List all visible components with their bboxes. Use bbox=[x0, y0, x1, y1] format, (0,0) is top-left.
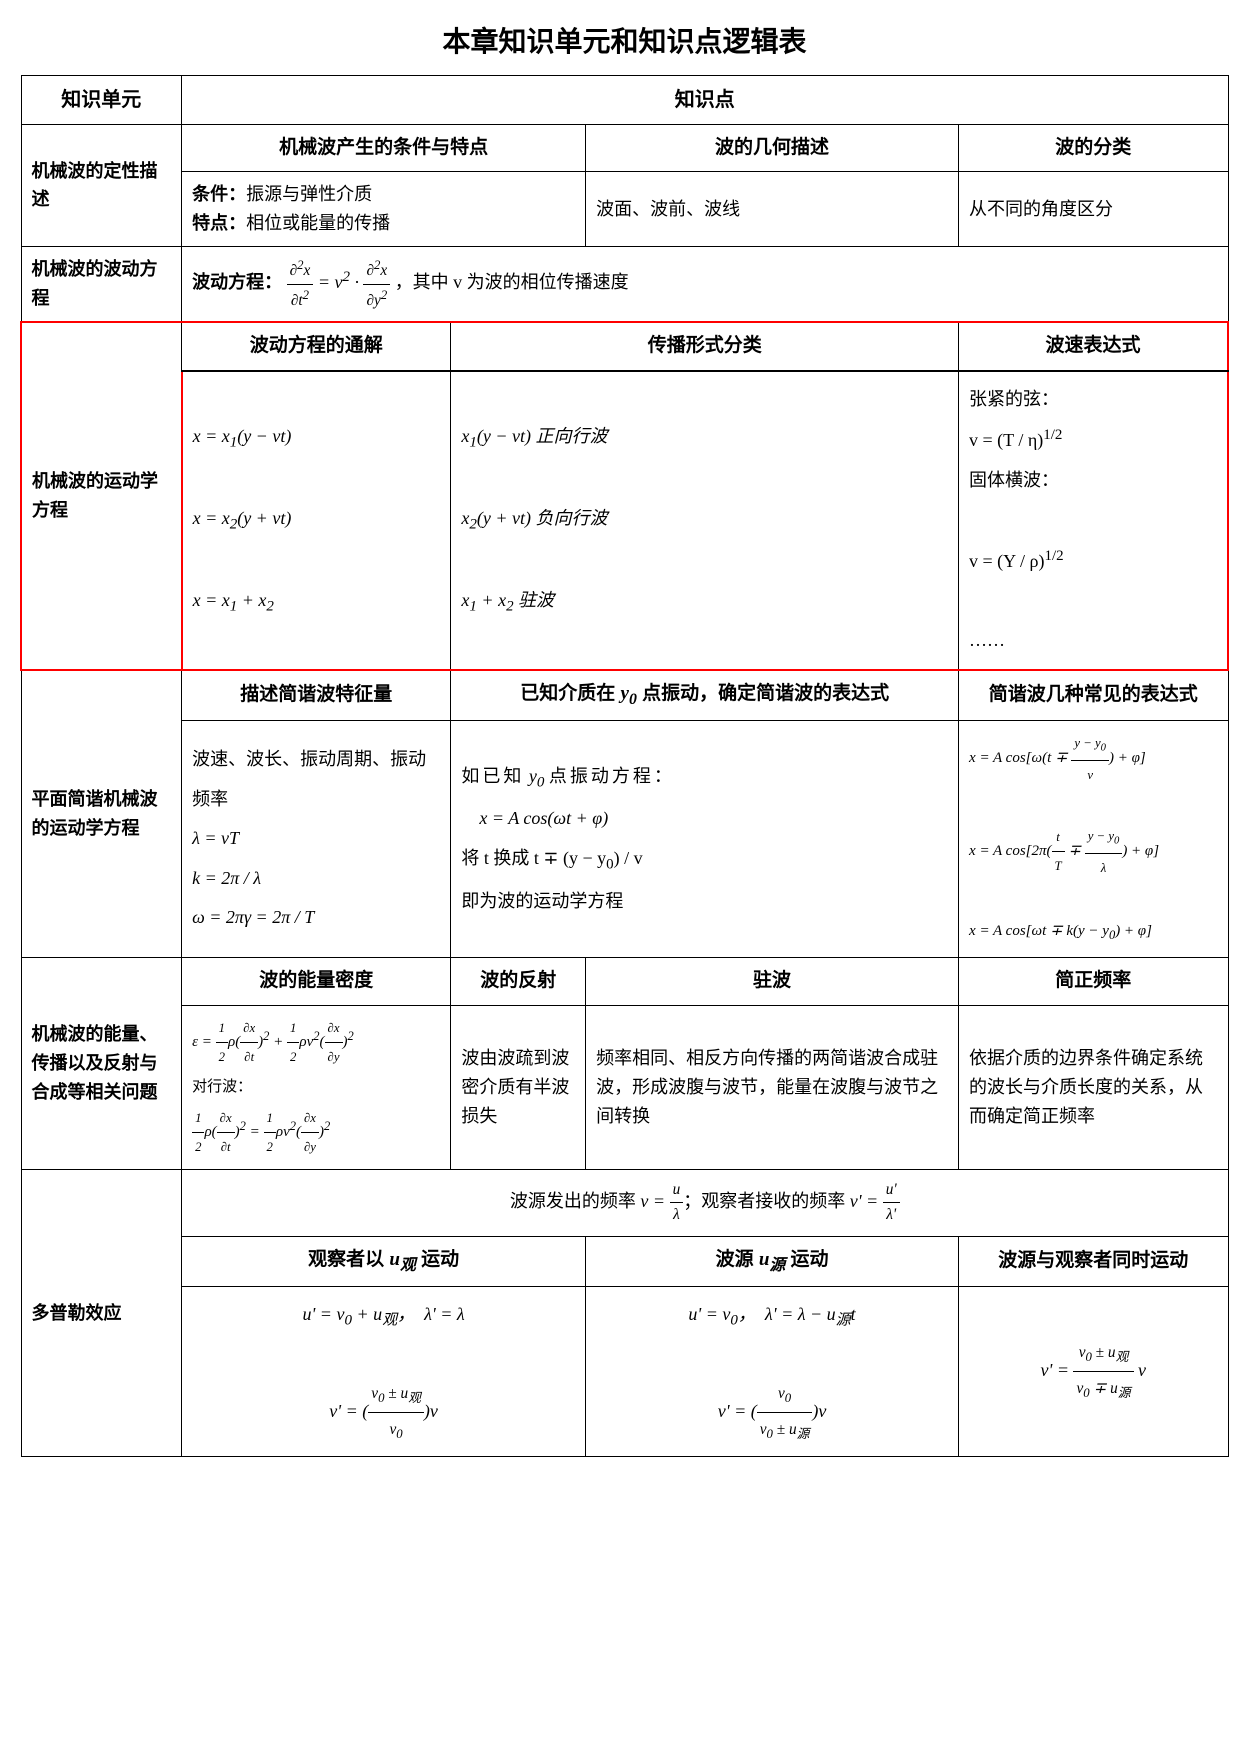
row5-c1-e1: ε = 12ρ(∂x∂t)2 + 12ρv2(∂x∂y)2 bbox=[192, 1034, 354, 1050]
row5-c1-e2: 12ρ(∂x∂t)2 = 12ρv2(∂x∂y)2 bbox=[192, 1124, 330, 1140]
feat-text: 相位或能量的传播 bbox=[246, 213, 390, 233]
row4-h3: 简谐波几种常见的表达式 bbox=[959, 670, 1228, 721]
row4-c2-eq1: x = A cos(ωt + φ) bbox=[479, 808, 608, 828]
row6-top-cell: 波源发出的频率 ν = uλ；观察者接收的频率 ν' = u'λ' bbox=[182, 1169, 1228, 1236]
row4-c1: 波速、波长、振动周期、振动频率 λ = vTk = 2π / λω = 2πγ … bbox=[182, 720, 451, 957]
row5-c1: ε = 12ρ(∂x∂t)2 + 12ρv2(∂x∂y)2 对行波： 12ρ(∂… bbox=[182, 1005, 451, 1169]
row6-sub: 观察者以 u观 运动 波源 u源 运动 波源与观察者同时运动 bbox=[21, 1236, 1228, 1286]
row2-suffix: ，其中 v 为波的相位传播速度 bbox=[395, 272, 629, 292]
row2-label: 波动方程： bbox=[192, 272, 282, 292]
row4-c3: x = A cos[ω(t ∓ y − y0v) + φ] x = A cos[… bbox=[959, 720, 1228, 957]
row3-content: x = x1(y − vt)x = x2(y + vt)x = x1 + x2 … bbox=[21, 371, 1228, 670]
row4-c2-l2p: 将 t 换成 t ∓ (y − y bbox=[461, 848, 606, 868]
row4-unit: 平面简谐机械波的运动学方程 bbox=[21, 670, 182, 958]
row1-h2: 波的几何描述 bbox=[586, 125, 959, 172]
row5-h2: 波的反射 bbox=[451, 958, 586, 1005]
row4-c3-e1: x = A cos[ω(t ∓ y − y0v) + φ] bbox=[969, 750, 1146, 766]
row1-c1: 条件：振源与弹性介质 特点：相位或能量的传播 bbox=[182, 172, 586, 247]
row4-h2: 已知介质在 y0 点振动，确定简谐波的表达式 bbox=[451, 670, 959, 721]
row6-h2: 波源 u源 运动 bbox=[586, 1236, 959, 1286]
row5-c1-mid: 对行波： bbox=[192, 1079, 252, 1095]
knowledge-table: 知识单元 知识点 机械波的定性描述 机械波产生的条件与特点 波的几何描述 波的分… bbox=[20, 75, 1229, 1457]
row5-content: ε = 12ρ(∂x∂t)2 + 12ρv2(∂x∂y)2 对行波： 12ρ(∂… bbox=[21, 1005, 1228, 1169]
row2-eq: ∂2x∂t2 = v2 · ∂2x∂y2 bbox=[287, 272, 391, 292]
row2: 机械波的波动方程 波动方程： ∂2x∂t2 = v2 · ∂2x∂y2 ，其中 … bbox=[21, 246, 1228, 322]
row4-sub: 平面简谐机械波的运动学方程 描述简谐波特征量 已知介质在 y0 点振动，确定简谐… bbox=[21, 670, 1228, 721]
row3-sub: 机械波的运动学方程 波动方程的通解 传播形式分类 波速表达式 bbox=[21, 322, 1228, 370]
row1-content: 条件：振源与弹性介质 特点：相位或能量的传播 波面、波前、波线 从不同的角度区分 bbox=[21, 172, 1228, 247]
row3-unit: 机械波的运动学方程 bbox=[21, 322, 182, 670]
row1-c3: 从不同的角度区分 bbox=[959, 172, 1228, 247]
header-point: 知识点 bbox=[182, 76, 1228, 125]
row3-c1: x = x1(y − vt)x = x2(y + vt)x = x1 + x2 bbox=[182, 371, 451, 670]
row4-c2-pre: 如已知 bbox=[461, 766, 524, 786]
row2-unit: 机械波的波动方程 bbox=[21, 246, 182, 322]
row1-c2: 波面、波前、波线 bbox=[586, 172, 959, 247]
row4-h1: 描述简谐波特征量 bbox=[182, 670, 451, 721]
row1-h3: 波的分类 bbox=[959, 125, 1228, 172]
row5-sub: 机械波的能量、传播以及反射与合成等相关问题 波的能量密度 波的反射 驻波 简正频… bbox=[21, 958, 1228, 1005]
page-title: 本章知识单元和知识点逻辑表 bbox=[20, 20, 1229, 60]
row1-sub: 机械波的定性描述 机械波产生的条件与特点 波的几何描述 波的分类 bbox=[21, 125, 1228, 172]
row3-h3: 波速表达式 bbox=[959, 322, 1228, 370]
row4-c3-e2: x = A cos[2π(tT ∓ y − y0λ) + φ] bbox=[969, 843, 1159, 859]
row4-c2-mid: 点振动方程： bbox=[549, 766, 675, 786]
feat-label: 特点： bbox=[192, 213, 246, 233]
cond-label: 条件： bbox=[192, 184, 246, 204]
row5-h1: 波的能量密度 bbox=[182, 958, 451, 1005]
row6-unit: 多普勒效应 bbox=[21, 1169, 182, 1456]
row6-h3: 波源与观察者同时运动 bbox=[959, 1236, 1228, 1286]
row5-c4: 依据介质的边界条件确定系统的波长与介质长度的关系，从而确定简正频率 bbox=[959, 1005, 1228, 1169]
row6-c3: ν' = v0 ± u观v0 ∓ u源 ν bbox=[959, 1286, 1228, 1456]
row3-h2: 传播形式分类 bbox=[451, 322, 959, 370]
row5-c3: 频率相同、相反方向传播的两简谐波合成驻波，形成波腹与波节，能量在波腹与波节之间转… bbox=[586, 1005, 959, 1169]
row6-c1: u' = v0 + u观， λ' = λν' = (v0 ± u观v0)ν bbox=[182, 1286, 586, 1456]
cond-text: 振源与弹性介质 bbox=[246, 184, 372, 204]
row6-c2: u' = v0， λ' = λ − u源tν' = (v0v0 ± u源)ν bbox=[586, 1286, 959, 1456]
row5-h3: 驻波 bbox=[586, 958, 959, 1005]
row4-c2-l3: 即为波的运动学方程 bbox=[461, 891, 623, 911]
row5-c2: 波由波疏到波密介质有半波损失 bbox=[451, 1005, 586, 1169]
row3-c2: x1(y − vt) 正向行波x2(y + vt) 负向行波x1 + x2 驻波 bbox=[451, 371, 959, 670]
row5-unit: 机械波的能量、传播以及反射与合成等相关问题 bbox=[21, 958, 182, 1170]
row4-c1-intro: 波速、波长、振动周期、振动频率 bbox=[192, 749, 426, 809]
row5-h4: 简正频率 bbox=[959, 958, 1228, 1005]
row1-h1: 机械波产生的条件与特点 bbox=[182, 125, 586, 172]
row6-h1: 观察者以 u观 运动 bbox=[182, 1236, 586, 1286]
row4-c3-e3: x = A cos[ωt ∓ k(y − y0) + φ] bbox=[969, 923, 1152, 939]
row4-c2-l2s: ) / v bbox=[614, 848, 643, 868]
row1-unit: 机械波的定性描述 bbox=[21, 125, 182, 247]
header-row: 知识单元 知识点 bbox=[21, 76, 1228, 125]
row4-c2: 如已知 y0 点振动方程： x = A cos(ωt + φ) 将 t 换成 t… bbox=[451, 720, 959, 957]
row4-content: 波速、波长、振动周期、振动频率 λ = vTk = 2π / λω = 2πγ … bbox=[21, 720, 1228, 957]
row6-top: 多普勒效应 波源发出的频率 ν = uλ；观察者接收的频率 ν' = u'λ' bbox=[21, 1169, 1228, 1236]
row6-content: u' = v0 + u观， λ' = λν' = (v0 ± u观v0)ν u'… bbox=[21, 1286, 1228, 1456]
header-unit: 知识单元 bbox=[21, 76, 182, 125]
row3-h1: 波动方程的通解 bbox=[182, 322, 451, 370]
row2-content: 波动方程： ∂2x∂t2 = v2 · ∂2x∂y2 ，其中 v 为波的相位传播… bbox=[182, 246, 1228, 322]
row4-c1-eq: λ = vTk = 2π / λω = 2πγ = 2π / T bbox=[192, 828, 314, 927]
row3-c3: 张紧的弦：v = (T / η)1/2固体横波：v = (Y / ρ)1/2…… bbox=[959, 371, 1228, 670]
